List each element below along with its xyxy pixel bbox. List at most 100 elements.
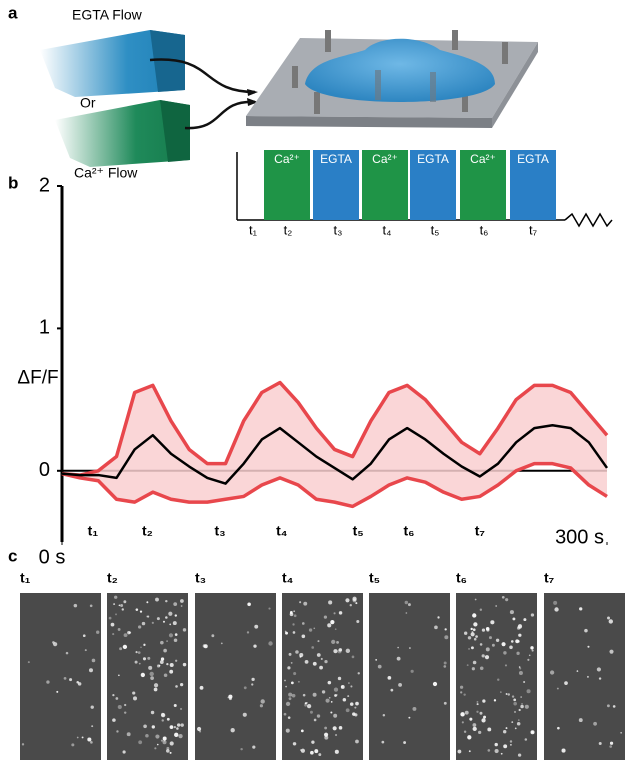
speckle (183, 663, 186, 666)
speckle (90, 741, 93, 744)
speckle (240, 748, 242, 750)
speckle (112, 694, 114, 696)
speckle (460, 712, 464, 716)
speckle (520, 705, 524, 709)
speckle (519, 671, 523, 675)
speckle (518, 634, 521, 637)
speckle (268, 641, 272, 645)
speckle (515, 639, 519, 643)
speckle (597, 667, 601, 671)
speckle (163, 740, 167, 744)
time-marker: t₄ (276, 523, 287, 539)
protocol-time: t₃ (334, 222, 343, 237)
speckle (350, 685, 352, 687)
speckle (496, 639, 499, 642)
speckle (177, 723, 180, 726)
speckle (335, 734, 337, 736)
speckle (124, 704, 126, 706)
speckle (140, 610, 142, 612)
speckle (161, 713, 164, 716)
speckle (326, 699, 330, 703)
speckle (22, 743, 24, 745)
y-tick-label: 2 (39, 174, 50, 196)
speckle (530, 646, 533, 649)
speckle (531, 731, 533, 733)
speckle (460, 686, 463, 689)
speckle (564, 681, 568, 685)
speckle (261, 699, 265, 703)
or-label: Or (80, 95, 96, 111)
speckle (346, 708, 350, 712)
speckle (143, 644, 145, 646)
speckle (327, 623, 331, 627)
speckle (197, 727, 201, 731)
speckle (118, 674, 120, 676)
speckle (505, 598, 508, 601)
speckle (161, 740, 163, 742)
speckle (390, 689, 393, 692)
speckle (398, 683, 402, 687)
speckle (314, 719, 317, 722)
speckle (478, 731, 481, 734)
speckle (486, 647, 490, 651)
speckle (127, 631, 130, 634)
speckle (348, 682, 350, 684)
speckle (329, 697, 331, 699)
speckle (28, 661, 30, 663)
speckle (85, 649, 87, 651)
speckle (343, 698, 346, 701)
speckle (557, 727, 560, 730)
speckle (482, 629, 485, 632)
speckle (492, 644, 495, 647)
speckle (310, 711, 313, 714)
speckle (154, 747, 156, 749)
speckle (122, 608, 124, 610)
speckle (118, 628, 121, 631)
speckle (505, 664, 507, 666)
time-marker: t₇ (475, 523, 485, 539)
speckle (477, 701, 479, 703)
speckle (477, 703, 479, 705)
speckle (388, 676, 392, 680)
speckle (532, 650, 534, 652)
speckle (516, 652, 519, 655)
speckle (352, 712, 355, 715)
speckle (378, 665, 382, 669)
peg (452, 30, 458, 50)
speckle (550, 670, 554, 674)
peg (325, 30, 331, 52)
speckle (173, 602, 177, 606)
speckle (317, 714, 320, 717)
figure: a EGTA Flow Or Ca²⁺ Flow b Ca²⁺EGTACa²⁺E… (0, 0, 628, 775)
speckle (293, 631, 296, 634)
speckle (287, 666, 290, 669)
speckle (170, 741, 174, 745)
speckle (284, 680, 286, 682)
speckle (288, 716, 291, 719)
speckle (324, 660, 327, 663)
speckle (247, 602, 251, 606)
speckle (154, 683, 158, 687)
speckle (330, 620, 334, 624)
speckle (445, 628, 447, 630)
speckle (260, 704, 263, 707)
speckle (285, 632, 288, 635)
speckle (66, 652, 69, 655)
speckle (311, 740, 314, 743)
speckle (324, 727, 327, 730)
speckle (124, 711, 126, 713)
time-marker: t₅ (353, 523, 364, 539)
speckle (494, 699, 496, 701)
speckle (175, 633, 178, 636)
speckle (506, 693, 508, 695)
speckle (520, 696, 522, 698)
speckle (460, 691, 462, 693)
speckle (485, 655, 489, 659)
speckle (510, 744, 512, 746)
speckle (52, 641, 55, 644)
speckle (472, 667, 475, 670)
speckle (180, 599, 184, 603)
speckle (480, 609, 482, 611)
speckle (169, 670, 173, 674)
